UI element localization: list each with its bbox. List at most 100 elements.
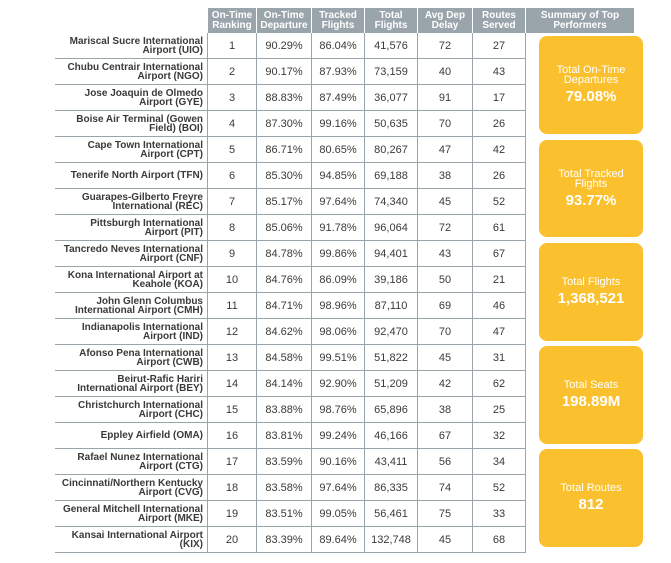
table-row: Eppley Airfield (OMA) 16 83.81% 99.24% 46,16… [55,422,634,449]
tracked-cell: 99.24% [311,422,365,449]
delay-cell: 72 [417,214,473,241]
delay-cell: 75 [417,500,473,527]
routes-cell: 52 [472,474,526,501]
airport-name-cell: Cincinnati/Northern Kentucky Airport (CV… [55,474,208,501]
airport-name-cell: Indianapolis International Airport (IND) [55,318,208,345]
routes-cell: 62 [472,370,526,397]
flights-cell: 39,186 [364,266,418,293]
routes-cell: 61 [472,214,526,241]
ontime-cell: 83.88% [256,396,312,423]
routes-cell: 43 [472,58,526,85]
delay-cell: 56 [417,448,473,475]
tracked-cell: 99.51% [311,344,365,371]
flights-cell: 51,822 [364,344,418,371]
airport-name-cell: Chubu Centrair International Airport (NG… [55,58,208,85]
airport-name-cell: Kansai International Airport (KIX) [55,526,208,553]
summary-card: Total Flights 1,368,521 [539,243,643,341]
airport-name-cell: Jose Joaquin de Olmedo Airport (GYE) [55,84,208,111]
routes-cell: 21 [472,266,526,293]
delay-cell: 45 [417,526,473,553]
table-row: Tenerife North Airport (TFN) 6 85.30% 94.85… [55,162,634,189]
summary-value: 79.08% [565,88,617,105]
tracked-cell: 90.16% [311,448,365,475]
routes-cell: 67 [472,240,526,267]
summary-value: 198.89M [561,393,621,410]
flights-cell: 87,110 [364,292,418,319]
routes-cell: 47 [472,318,526,345]
delay-header: Avg Dep Delay [417,8,473,33]
rank-cell: 2 [207,58,257,85]
airport-name-cell: Christchurch International Airport (CHC) [55,396,208,423]
rank-cell: 17 [207,448,257,475]
delay-cell: 40 [417,58,473,85]
tracked-cell: 94.85% [311,162,365,189]
table-row: Cape Town International Airport (CPT) 5 86… [55,136,634,163]
routes-cell: 34 [472,448,526,475]
tracked-cell: 86.09% [311,266,365,293]
airport-name-cell: Cape Town International Airport (CPT) [55,136,208,163]
ontime-cell: 84.14% [256,370,312,397]
flights-cell: 51,209 [364,370,418,397]
delay-cell: 38 [417,162,473,189]
ontime-cell: 84.78% [256,240,312,267]
flights-cell: 132,748 [364,526,418,553]
table-row: Pittsburgh International Airport (PIT) 8 8… [55,214,634,241]
ontime-cell: 84.76% [256,266,312,293]
ontime-cell: 84.62% [256,318,312,345]
routes-cell: 46 [472,292,526,319]
tracked-cell: 99.05% [311,500,365,527]
delay-cell: 70 [417,318,473,345]
table-row: Beirut-Rafic Hariri International Airpor… [55,370,634,397]
table-row: Afonso Pena International Airport (CWB) 1… [55,344,634,371]
departure-header: On-Time Departure [256,8,312,33]
ontime-cell: 86.71% [256,136,312,163]
flights-cell: 50,635 [364,110,418,137]
summary-label: Total Flights [561,276,621,288]
rank-cell: 1 [207,33,257,59]
ontime-cell: 83.81% [256,422,312,449]
table-row: Christchurch International Airport (CHC)… [55,396,634,423]
delay-cell: 42 [417,370,473,397]
rank-cell: 20 [207,526,257,553]
tracked-cell: 87.93% [311,58,365,85]
delay-cell: 70 [417,110,473,137]
tracked-cell: 99.16% [311,110,365,137]
flights-cell: 86,335 [364,474,418,501]
summary-card: Total Tracked Flights 93.77% [539,140,643,237]
table-body: Mariscal Sucre International Airport (UI… [55,33,634,553]
airport-name-cell: Kona International Airport at Keahole (K… [55,266,208,293]
ontime-cell: 88.83% [256,84,312,111]
rank-cell: 4 [207,110,257,137]
airport-name-cell: Beirut-Rafic Hariri International Airpor… [55,370,208,397]
summary-card: Total On-Time Departures 79.08% [539,36,643,134]
flights-cell: 94,401 [364,240,418,267]
flights-cell: 74,340 [364,188,418,215]
tracked-cell: 87.49% [311,84,365,111]
airport-name-cell: Mariscal Sucre International Airport (UI… [55,33,208,59]
table-row: Rafael Nunez International Airport (CTG)… [55,448,634,475]
table-row: Jose Joaquin de Olmedo Airport (GYE) 3 88.… [55,84,634,111]
routes-cell: 26 [472,110,526,137]
summary-label: Total Seats [563,379,619,391]
ontime-cell: 83.51% [256,500,312,527]
ontime-cell: 85.17% [256,188,312,215]
rank-cell: 10 [207,266,257,293]
flights-cell: 80,267 [364,136,418,163]
flights-header: Total Flights [364,8,418,33]
tracked-cell: 86.04% [311,33,365,59]
delay-cell: 45 [417,188,473,215]
airport-performance-table: On-Time Ranking On-Time Departure Tracke… [55,8,634,553]
airport-name-cell: General Mitchell International Airport (… [55,500,208,527]
table-row: Kona International Airport at Keahole (K… [55,266,634,293]
summary-header: Summary of Top Performers [525,8,634,33]
routes-cell: 31 [472,344,526,371]
rank-cell: 19 [207,500,257,527]
ontime-cell: 90.29% [256,33,312,59]
airport-name-cell: Rafael Nunez International Airport (CTG) [55,448,208,475]
flights-cell: 69,188 [364,162,418,189]
tracked-cell: 97.64% [311,188,365,215]
table-header-row: On-Time Ranking On-Time Departure Tracke… [55,8,634,33]
airport-name-cell: Afonso Pena International Airport (CWB) [55,344,208,371]
rank-cell: 9 [207,240,257,267]
delay-cell: 91 [417,84,473,111]
